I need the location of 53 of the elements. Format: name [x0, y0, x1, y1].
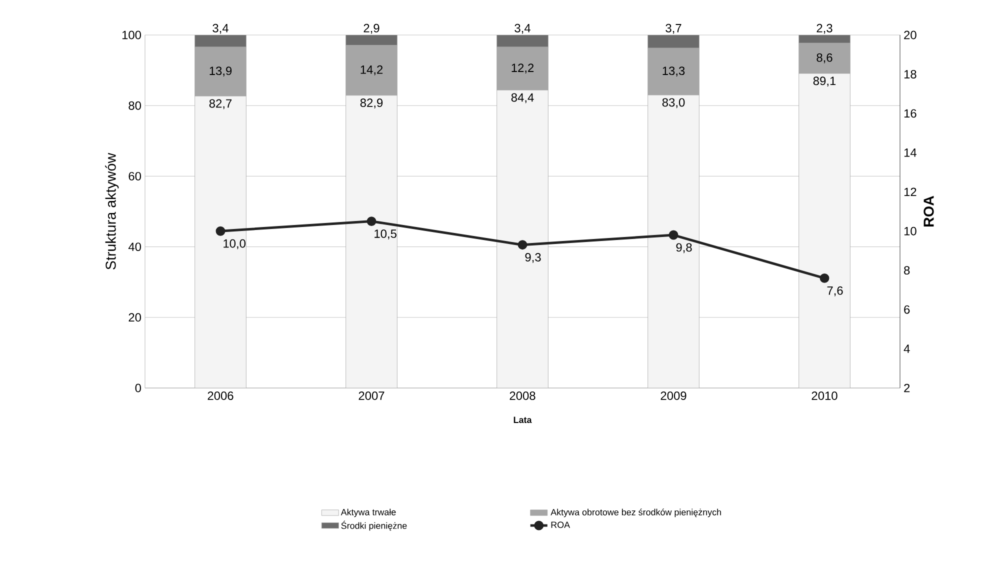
data-label: 82,7 [209, 99, 232, 110]
data-label: 84,4 [511, 93, 534, 104]
data-label: 13,9 [210, 66, 232, 76]
y-tick-label: 80 [128, 101, 142, 110]
data-label: 3,7 [666, 24, 682, 34]
data-label: 10,0 [224, 239, 246, 250]
y2-tick-label: 16 [904, 109, 916, 118]
y-tick-label: 40 [128, 242, 142, 252]
data-label: 12,2 [512, 64, 534, 74]
y2-tick-label: 12 [904, 188, 916, 196]
y-tick-label: 0 [135, 384, 142, 392]
x-tick-label: 2009 [660, 392, 686, 400]
y2-tick-label: 8 [904, 266, 910, 275]
x-axis-title: Lata [514, 416, 532, 424]
x-tick-label: 2006 [208, 392, 234, 400]
y-tick-label: 20 [128, 313, 142, 322]
data-label: 13,3 [662, 66, 685, 76]
data-label: 9,3 [525, 253, 541, 263]
data-label: 82,9 [360, 98, 383, 108]
legend-label: Środki pieniężne [341, 520, 407, 531]
y2-tick-label: 18 [904, 70, 916, 78]
point [216, 226, 226, 236]
y2-axis-title: ROA [924, 196, 934, 226]
data-label: 10,5 [374, 229, 396, 240]
point [820, 273, 830, 283]
y2-tick-label: 4 [904, 344, 910, 353]
y-axis-title: Struktura aktywów [105, 152, 119, 270]
data-label: 2,3 [816, 24, 832, 34]
data-label: 83,0 [662, 98, 685, 108]
legend-label: ROA [551, 522, 570, 528]
y2-tick-label: 14 [904, 148, 916, 157]
y2-tick-label: 20 [904, 30, 916, 40]
point [668, 230, 678, 240]
y-tick-label: 100 [122, 30, 142, 40]
point [518, 240, 528, 250]
y2-tick-label: 10 [904, 226, 916, 236]
data-label: 7,6 [827, 286, 843, 296]
data-label: 8,6 [816, 53, 832, 64]
legend-label: Aktywa obrotowe bez środków pieniężnych [550, 508, 721, 518]
data-label: 9,8 [676, 243, 692, 254]
legend-label: Aktywa trwałe [340, 508, 396, 518]
x-tick-label: 2008 [510, 392, 536, 400]
data-label: 14,2 [360, 65, 383, 76]
x-tick-label: 2010 [812, 392, 838, 400]
x-tick-label: 2007 [358, 392, 384, 400]
point [366, 216, 376, 226]
data-label: 3,4 [514, 24, 530, 34]
y-tick-label: 60 [128, 172, 142, 180]
y2-tick-label: 6 [904, 305, 910, 314]
data-label: 2,9 [364, 24, 380, 34]
y2-tick-label: 2 [904, 384, 910, 392]
data-label: 3,4 [212, 24, 228, 34]
data-label: 89,1 [813, 76, 836, 87]
